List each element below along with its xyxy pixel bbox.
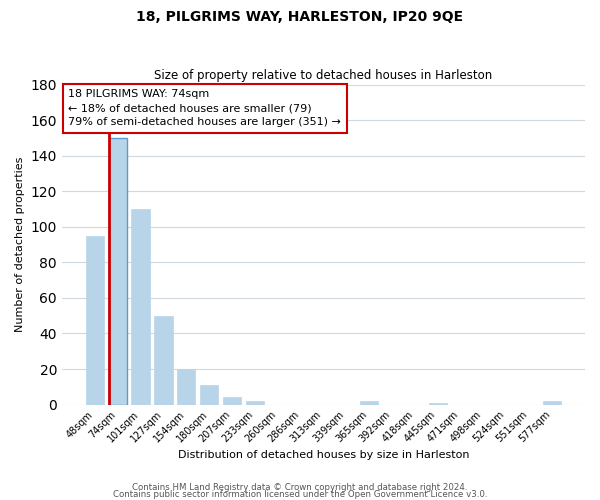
Bar [86,236,104,404]
Text: 18 PILGRIMS WAY: 74sqm
← 18% of detached houses are smaller (79)
79% of semi-det: 18 PILGRIMS WAY: 74sqm ← 18% of detached… [68,90,341,128]
X-axis label: Distribution of detached houses by size in Harleston: Distribution of detached houses by size … [178,450,469,460]
Y-axis label: Number of detached properties: Number of detached properties [15,157,25,332]
Bar [177,369,196,404]
Bar [200,385,218,404]
Bar [154,316,173,404]
Bar [223,398,241,404]
Bar [360,401,379,404]
Title: Size of property relative to detached houses in Harleston: Size of property relative to detached ho… [154,69,493,82]
Bar [109,138,127,404]
Bar [246,401,264,404]
Bar [543,401,561,404]
Text: 18, PILGRIMS WAY, HARLESTON, IP20 9QE: 18, PILGRIMS WAY, HARLESTON, IP20 9QE [136,10,464,24]
Text: Contains HM Land Registry data © Crown copyright and database right 2024.: Contains HM Land Registry data © Crown c… [132,484,468,492]
Bar [428,403,447,404]
Text: Contains public sector information licensed under the Open Government Licence v3: Contains public sector information licen… [113,490,487,499]
Bar [131,209,150,404]
